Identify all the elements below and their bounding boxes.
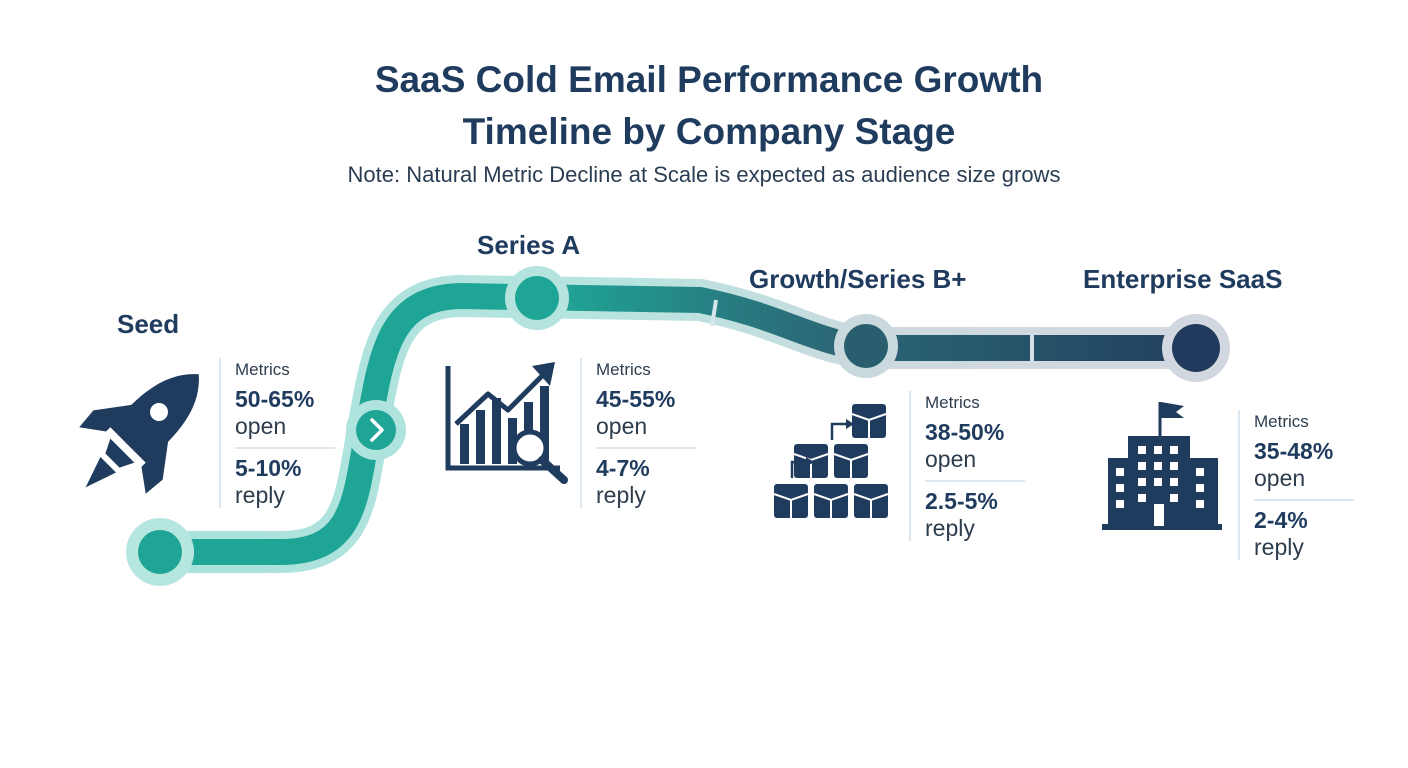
note-text: Note: Natural Metric Decline at Scale is… [347, 162, 1061, 187]
reply-rate-value: 5-10% [235, 455, 302, 481]
metrics-divider [1254, 499, 1354, 501]
stage-node-growth [834, 314, 898, 378]
timeline-path [139, 275, 1221, 573]
stage-label-seed: Seed [117, 309, 180, 339]
growth-chart-magnifier-icon [445, 362, 568, 484]
metrics-divider [925, 480, 1025, 482]
metrics-header: Metrics [925, 393, 980, 412]
open-rate-value: 35-48% [1254, 438, 1334, 464]
chart-title: SaaS Cold Email Performance Growth Timel… [0, 54, 1408, 158]
metrics-header: Metrics [1254, 412, 1309, 431]
metrics-header: Metrics [596, 360, 651, 379]
reply-rate-value: 2.5-5% [925, 488, 998, 514]
metrics-panel-growth: Metrics 38-50% open 2.5-5% reply [909, 391, 1037, 541]
road-divider [710, 299, 718, 327]
reply-rate-label: reply [596, 482, 646, 508]
reply-rate-label: reply [925, 515, 975, 541]
stage-label-enterprise: Enterprise SaaS [1083, 264, 1283, 294]
office-building-icon [1102, 402, 1222, 530]
metrics-header: Metrics [235, 360, 290, 379]
open-rate-value: 45-55% [596, 386, 676, 412]
reply-rate-label: reply [1254, 534, 1304, 560]
reply-rate-value: 4-7% [596, 455, 650, 481]
chevron-right-icon [370, 418, 384, 442]
stage-label-growth: Growth/Series B+ [749, 264, 967, 294]
open-rate-label: open [1254, 465, 1306, 491]
stage-node-seed [126, 518, 194, 586]
chevron-marker [346, 400, 406, 460]
metrics-panel-series-a: Metrics 45-55% open 4-7% reply [580, 358, 708, 508]
open-rate-value: 50-65% [235, 386, 315, 412]
open-rate-label: open [596, 413, 648, 439]
rocket-icon [79, 374, 199, 494]
metrics-divider [235, 447, 335, 449]
reply-rate-value: 2-4% [1254, 507, 1308, 533]
title-line-1: SaaS Cold Email Performance Growth [374, 59, 1044, 100]
open-rate-label: open [235, 413, 287, 439]
stacked-cubes-icon [773, 404, 889, 518]
open-rate-value: 38-50% [925, 419, 1005, 445]
metrics-panel-enterprise: Metrics 35-48% open 2-4% reply [1238, 410, 1366, 560]
title-line-2: Timeline by Company Stage [462, 111, 956, 152]
open-rate-label: open [925, 446, 977, 472]
stage-label-series-a: Series A [477, 230, 581, 260]
metrics-divider [596, 447, 696, 449]
stage-node-enterprise [1162, 314, 1230, 382]
metrics-panel-seed: Metrics 50-65% open 5-10% reply [219, 358, 347, 508]
stage-node-series-a [505, 266, 569, 330]
reply-rate-label: reply [235, 482, 285, 508]
